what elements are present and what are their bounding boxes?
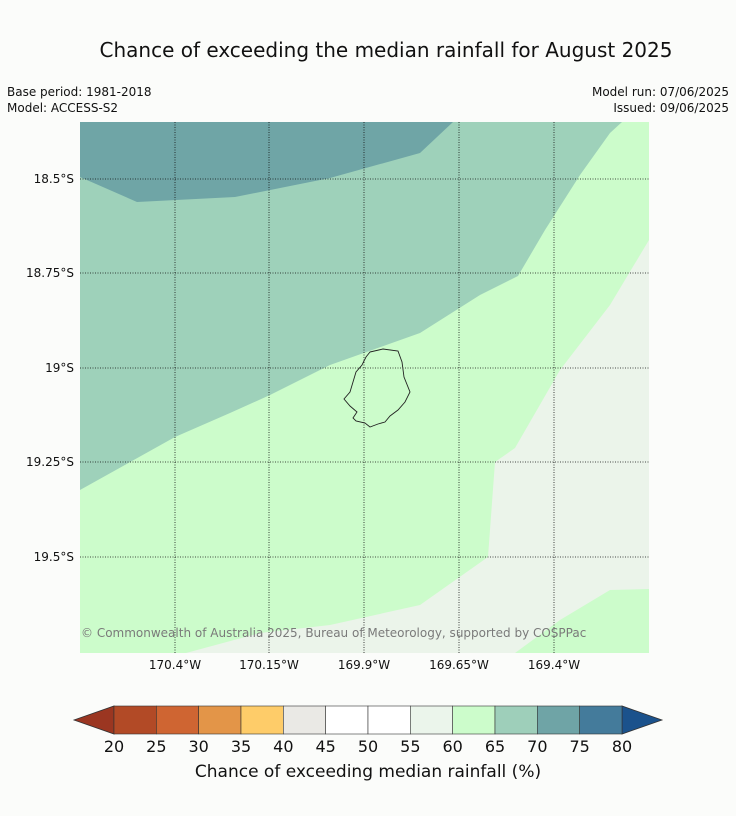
issued-date: Issued: 09/06/2025 — [613, 101, 729, 115]
colorbar-tick-label: 65 — [484, 737, 506, 756]
colorbar-tick-label: 80 — [611, 737, 633, 756]
colorbar-label: Chance of exceeding median rainfall (%) — [194, 762, 542, 782]
colorbar-segment — [410, 705, 453, 735]
model-name: Model: ACCESS-S2 — [7, 101, 119, 115]
colorbar-tick-label: 60 — [442, 737, 463, 756]
colorbar-tick-label: 75 — [569, 737, 590, 756]
colorbar-tick-label: 50 — [357, 737, 379, 756]
colorbar-tick-label: 30 — [188, 737, 209, 756]
lat-label-18-75: 18.75°S — [26, 266, 74, 280]
colorbar-tick-label: 55 — [400, 737, 421, 756]
map-title: Chance of exceeding the median rainfall … — [99, 38, 673, 62]
niue-island-outline — [343, 348, 411, 428]
colorbar-segment — [240, 705, 284, 735]
meta-right: Model run: 07/06/2025 Issued: 09/06/2025 — [592, 84, 729, 116]
colorbar-tick-label: 45 — [315, 737, 336, 756]
lon-label-169-65: 169.65°W — [429, 658, 489, 672]
colorbar — [72, 705, 664, 735]
probability-zones — [80, 122, 649, 653]
zone-65-70 — [80, 122, 622, 490]
colorbar-segment — [156, 705, 199, 735]
colorbar-segment — [325, 705, 369, 735]
colorbar-segment — [367, 705, 411, 735]
lon-label-170-15: 170.15°W — [239, 658, 299, 672]
lon-label-169-4: 169.4°W — [527, 658, 581, 672]
colorbar-tick-label: 70 — [527, 737, 548, 756]
grid-lines — [80, 122, 649, 653]
lat-label-19: 19°S — [45, 361, 74, 375]
lon-label-170-4: 170.4°W — [148, 658, 202, 672]
lon-label-169-9: 169.9°W — [337, 658, 391, 672]
colorbar-tick-label: 40 — [273, 737, 294, 756]
colorbar-segment — [283, 705, 326, 735]
colorbar-segment — [113, 705, 157, 735]
lat-label-18-5: 18.5°S — [33, 172, 74, 186]
lat-label-19-25: 19.25°S — [26, 455, 74, 469]
colorbar-segment — [198, 705, 242, 735]
colorbar-tick-label: 25 — [146, 737, 167, 756]
colorbar-segment — [494, 705, 538, 735]
colorbar-segment — [537, 705, 580, 735]
colorbar-segment — [452, 705, 496, 735]
colorbar-tick-label: 20 — [103, 737, 125, 756]
colorbar-tick-label: 35 — [230, 737, 252, 756]
colorbar-high-extension — [621, 705, 664, 735]
colorbar-segment — [579, 705, 623, 735]
zone-60-65-corner — [515, 589, 649, 653]
base-period: Base period: 1981-2018 — [7, 85, 152, 99]
meta-left: Base period: 1981-2018 Model: ACCESS-S2 — [7, 84, 152, 116]
model-run: Model run: 07/06/2025 — [591, 85, 729, 99]
colorbar-low-extension — [72, 705, 115, 735]
zone-70-75 — [80, 122, 453, 202]
lat-label-19-5: 19.5°S — [33, 550, 74, 564]
copyright-notice: © Commonwealth of Australia 2025, Bureau… — [81, 626, 587, 640]
